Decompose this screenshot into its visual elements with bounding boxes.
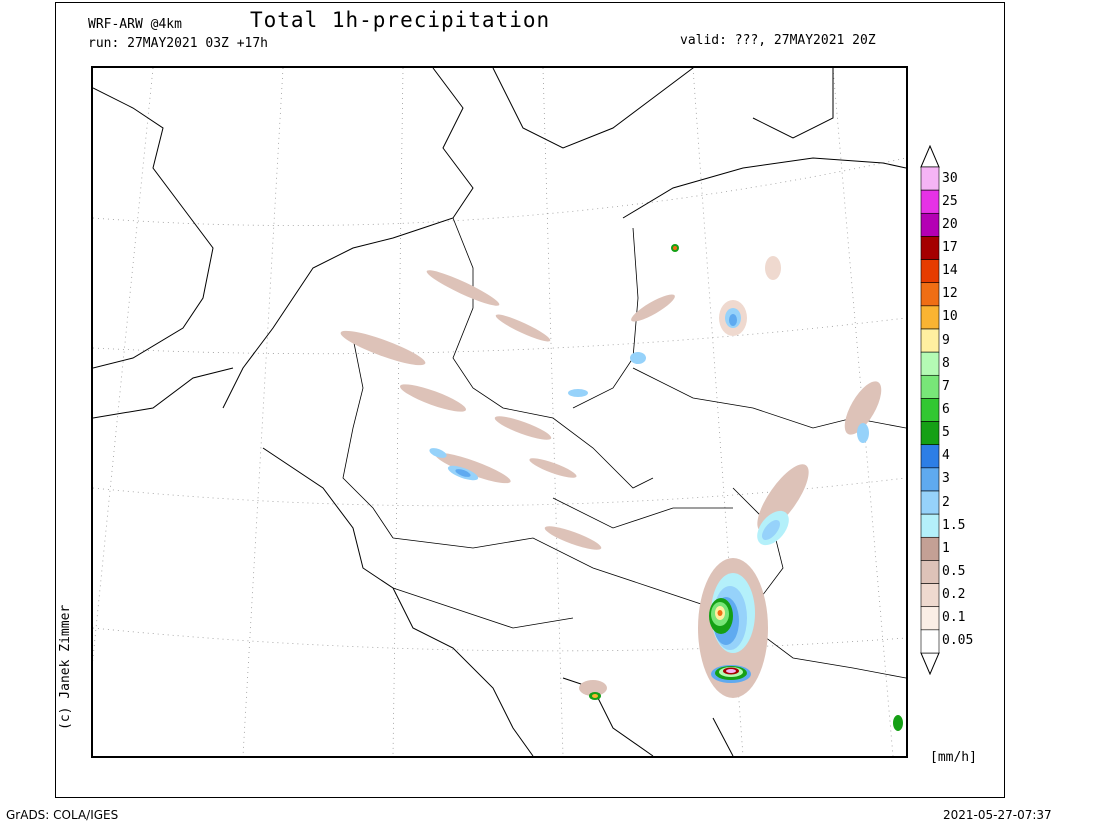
colorbar-top-arrow xyxy=(920,145,940,168)
colorbar-label: 20 xyxy=(942,216,958,232)
country-borders xyxy=(342,217,906,679)
software-label: GrADS: COLA/IGES xyxy=(6,808,119,822)
colorbar-label: 4 xyxy=(942,448,950,464)
colorbar-label: 25 xyxy=(942,193,958,209)
colorbar-box xyxy=(920,259,940,284)
colorbar-box xyxy=(920,444,940,469)
chart-title: Total 1h-precipitation xyxy=(250,8,551,32)
unit-label: [mm/h] xyxy=(930,750,977,765)
colorbar-label: 0.2 xyxy=(942,587,966,603)
run-label: run: 27MAY2021 03Z +17h xyxy=(88,36,269,51)
colorbar-label: 9 xyxy=(942,332,950,348)
colorbar-box xyxy=(920,467,940,492)
colorbar xyxy=(920,145,940,675)
colorbar-label: 3 xyxy=(942,471,950,487)
colorbar-label: 1 xyxy=(942,540,950,556)
colorbar-box xyxy=(920,629,940,654)
colorbar-label: 8 xyxy=(942,355,950,371)
colorbar-box xyxy=(920,583,940,608)
colorbar-box xyxy=(920,398,940,422)
colorbar-label: 2 xyxy=(942,494,950,510)
graticule xyxy=(93,68,906,756)
colorbar-box xyxy=(920,606,940,631)
colorbar-label: 6 xyxy=(942,402,950,417)
colorbar-label: 0.1 xyxy=(942,610,966,626)
colorbar-label: 12 xyxy=(942,286,958,302)
precip-cells xyxy=(340,244,903,731)
colorbar-box xyxy=(920,421,940,446)
colorbar-label: 30 xyxy=(942,170,958,186)
colorbar-label: 17 xyxy=(942,240,958,255)
colorbar-bottom-arrow xyxy=(920,652,940,675)
colorbar-box xyxy=(920,351,940,376)
plot-frame xyxy=(55,2,1005,798)
colorbar-box xyxy=(920,560,940,584)
colorbar-box xyxy=(920,328,940,353)
map-canvas xyxy=(93,68,906,756)
valid-time-label: valid: ???, 27MAY2021 20Z xyxy=(680,33,876,48)
precipitation-map xyxy=(91,66,908,758)
colorbar-box xyxy=(920,236,940,260)
colorbar-label: 0.5 xyxy=(942,564,966,579)
colorbar-box xyxy=(920,536,940,561)
colorbar-box xyxy=(920,374,940,399)
colorbar-box xyxy=(920,282,940,307)
colorbar-label: 1.5 xyxy=(942,517,966,533)
timestamp-label: 2021-05-27-07:37 xyxy=(943,808,1052,822)
colorbar-box xyxy=(920,490,940,515)
credit-label: (c) Janek Zimmer xyxy=(58,604,73,730)
model-label: WRF-ARW @4km xyxy=(88,17,182,32)
colorbar-label: 10 xyxy=(942,309,958,325)
colorbar-box xyxy=(920,305,940,330)
colorbar-box xyxy=(920,212,940,237)
colorbar-box xyxy=(920,513,940,538)
coastlines xyxy=(93,68,906,756)
colorbar-label: 7 xyxy=(942,378,950,394)
colorbar-box xyxy=(920,166,940,191)
colorbar-box xyxy=(920,189,940,214)
colorbar-label: 0.05 xyxy=(942,633,974,649)
colorbar-label: 5 xyxy=(942,425,950,441)
colorbar-label: 14 xyxy=(942,263,958,279)
